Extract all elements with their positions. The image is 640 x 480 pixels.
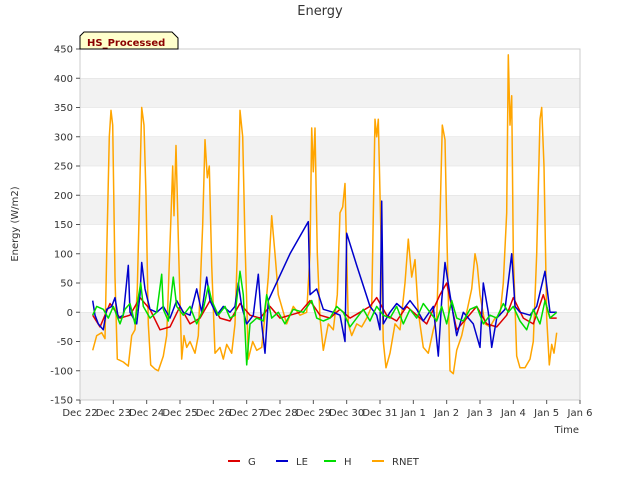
x-tick-label: Dec 28 [262, 408, 297, 419]
grid-band [80, 341, 580, 371]
legend-label-h: H [344, 457, 352, 468]
grid-band [80, 224, 580, 254]
x-tick-label: Dec 27 [229, 408, 264, 419]
grid-band [80, 253, 580, 283]
y-tick-label: -50 [57, 337, 73, 348]
y-tick-label: 450 [54, 45, 73, 56]
annotation-label: HS_Processed [87, 38, 165, 49]
y-tick-label: 50 [60, 279, 73, 290]
grid-band [80, 78, 580, 108]
legend: G LE H RNET [228, 457, 420, 468]
x-tick-label: Jan 2 [433, 408, 459, 419]
grid-band [80, 136, 580, 166]
legend-label-rnet: RNET [392, 457, 420, 468]
x-tick-label: Dec 24 [129, 408, 164, 419]
x-tick-label: Jan 3 [467, 408, 493, 419]
y-tick-label: 100 [54, 249, 73, 260]
x-tick-label: Dec 23 [96, 408, 131, 419]
y-tick-label: 0 [67, 308, 73, 319]
y-tick-label: 250 [54, 162, 73, 173]
y-tick-label: 300 [54, 132, 73, 143]
grid-band [80, 370, 580, 400]
x-tick-label: Jan 4 [500, 408, 526, 419]
y-tick-label: 200 [54, 191, 73, 202]
x-tick-label: Dec 26 [196, 408, 231, 419]
chart-title: Energy [297, 4, 343, 19]
x-tick-label: Jan 5 [533, 408, 559, 419]
x-tick-label: Jan 6 [567, 408, 593, 419]
series-line-rnet [91, 54, 558, 375]
grid-band [80, 107, 580, 137]
x-tick-label: Dec 22 [62, 408, 97, 419]
grid-band [80, 166, 580, 196]
y-tick-label: 350 [54, 103, 73, 114]
legend-label-le: LE [296, 457, 308, 468]
x-tick-label: Dec 29 [296, 408, 331, 419]
y-tick-label: 400 [54, 74, 73, 85]
series-layer [91, 54, 558, 375]
grid-band [80, 49, 580, 79]
y-tick-label: -100 [50, 366, 73, 377]
x-tick-label: Dec 31 [362, 408, 397, 419]
series-line-h [92, 270, 558, 366]
y-axis-label: Energy (W/m2) [10, 186, 21, 261]
grid-band [80, 195, 580, 225]
series-line-le [91, 200, 557, 357]
y-axis: -150 -100 -50 0 50 100 150 200 250 300 350 400 450 [50, 45, 80, 407]
x-tick-label: Jan 1 [400, 408, 426, 419]
x-tick-label: Dec 30 [329, 408, 364, 419]
annotation-box: HS_Processed [79, 31, 179, 50]
grid-bands [80, 48, 580, 401]
y-tick-label: 150 [54, 220, 73, 231]
y-tick-label: -150 [50, 396, 73, 407]
legend-label-g: G [248, 457, 256, 468]
x-axis-label: Time [554, 425, 579, 436]
x-tick-label: Dec 25 [162, 408, 197, 419]
